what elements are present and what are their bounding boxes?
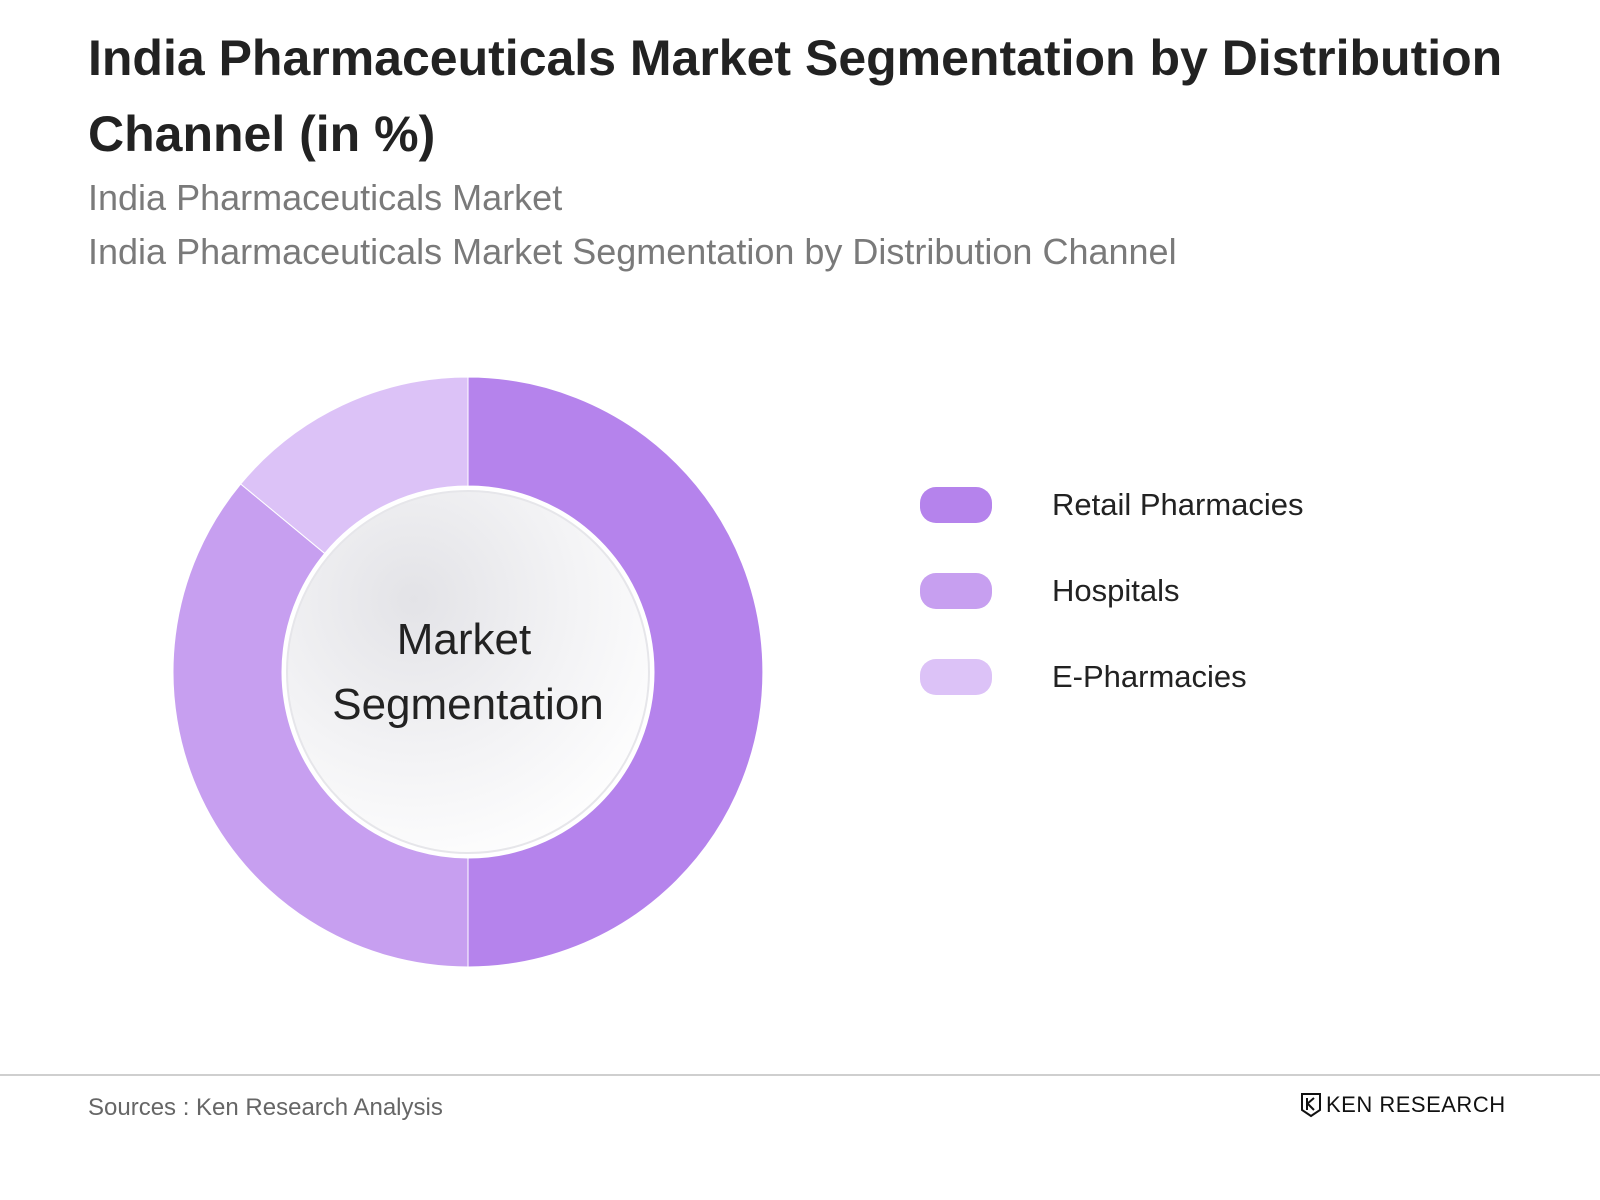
chart-subtitle-segmentation: India Pharmaceuticals Market Segmentatio…: [88, 231, 1177, 272]
legend-item-hospitals[interactable]: Hospitals: [920, 548, 1304, 634]
source-note: Sources : Ken Research Analysis: [88, 1094, 443, 1121]
chart-subtitle-market: India Pharmaceuticals Market: [88, 177, 563, 218]
legend-swatch-hospitals: [920, 573, 992, 609]
legend-item-e-pharmacies[interactable]: E-Pharmacies: [920, 634, 1304, 720]
center-label-line1: Market: [397, 615, 531, 664]
chart-title: India Pharmaceuticals Market Segmentatio…: [88, 30, 1503, 162]
legend-label-retail-pharmacies: Retail Pharmacies: [1052, 487, 1304, 522]
ken-research-logo-text: KEN RESEARCH: [1326, 1092, 1506, 1117]
ken-research-logo: KEN RESEARCH: [1300, 1092, 1506, 1118]
footer-divider: [0, 1074, 1600, 1076]
legend-item-retail-pharmacies[interactable]: Retail Pharmacies: [920, 462, 1304, 548]
donut-center-disc: [286, 490, 650, 854]
legend: Retail Pharmacies Hospitals E-Pharmacies: [920, 462, 1304, 720]
legend-swatch-retail-pharmacies: [920, 487, 992, 523]
ken-research-logo-icon: [1301, 1093, 1321, 1118]
center-label-line2: Segmentation: [332, 680, 604, 729]
donut-chart: Market Segmentation: [172, 376, 764, 968]
legend-label-e-pharmacies: E-Pharmacies: [1052, 659, 1247, 694]
legend-swatch-e-pharmacies: [920, 659, 992, 695]
legend-label-hospitals: Hospitals: [1052, 573, 1180, 608]
